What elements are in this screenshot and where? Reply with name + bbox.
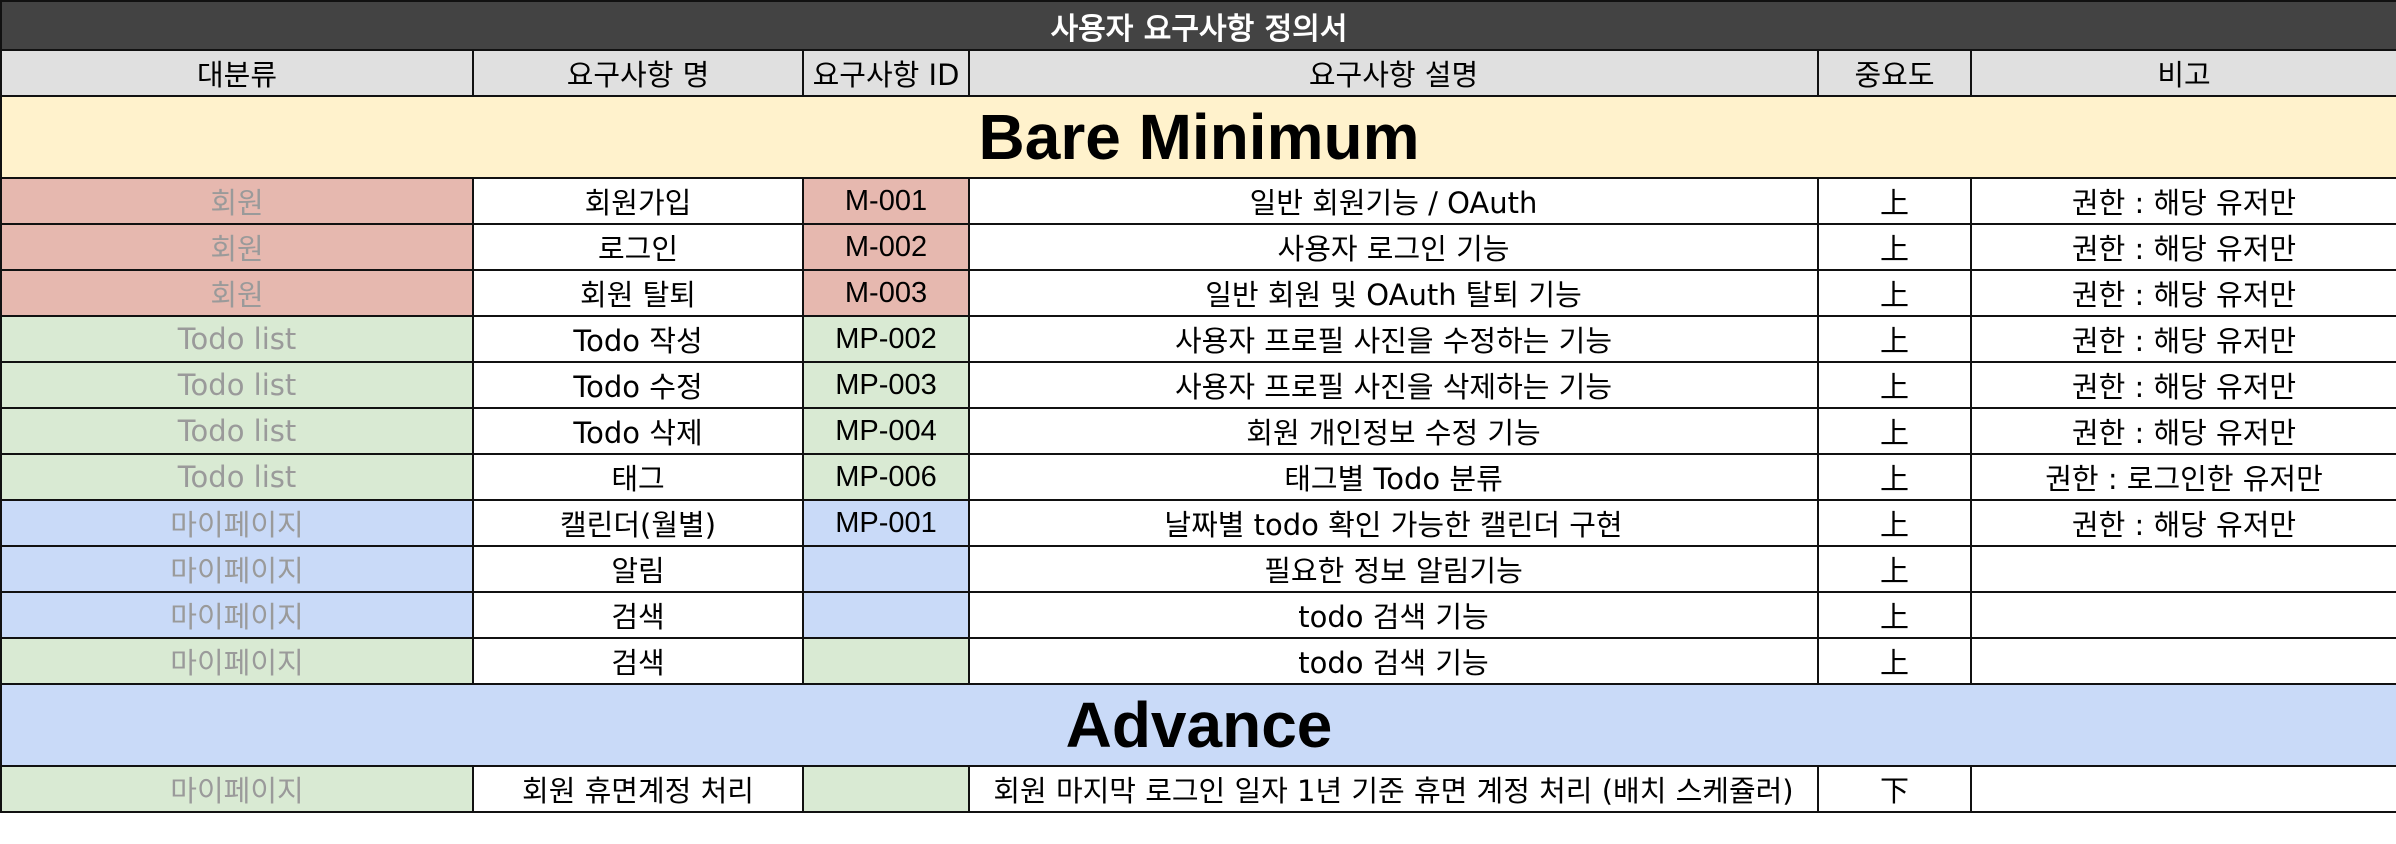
cell-note[interactable]: 권한 : 해당 유저만 [1969,269,2396,317]
cell-description[interactable]: 사용자 프로필 사진을 삭제하는 기능 [968,361,1819,409]
cell-id[interactable]: M-003 [802,269,970,317]
header-row: 대분류 요구사항 명 요구사항 ID 요구사항 설명 중요도 비고 [0,49,2396,97]
cell-category[interactable]: 마이페이지 [0,545,474,593]
cell-name[interactable]: 로그인 [472,223,804,271]
cell-category[interactable]: Todo list [0,407,474,455]
cell-id[interactable]: MP-001 [802,499,970,547]
cell-id[interactable] [802,637,970,685]
cell-category[interactable]: Todo list [0,315,474,363]
cell-id[interactable]: M-002 [802,223,970,271]
cell-priority[interactable]: 上 [1817,177,1972,225]
header-name[interactable]: 요구사항 명 [472,49,804,97]
cell-description[interactable]: 사용자 로그인 기능 [968,223,1819,271]
cell-name[interactable]: Todo 수정 [472,361,804,409]
cell-category[interactable]: 회원 [0,269,474,317]
cell-id[interactable]: M-001 [802,177,970,225]
cell-description[interactable]: 회원 개인정보 수정 기능 [968,407,1819,455]
cell-description[interactable]: 일반 회원 및 OAuth 탈퇴 기능 [968,269,1819,317]
section-row: Bare Minimum [0,95,2396,179]
cell-note[interactable]: 권한 : 해당 유저만 [1969,361,2396,409]
table-row: 회원 회원가입 M-001 일반 회원기능 / OAuth 上 권한 : 해당 유저만 [0,177,2396,225]
cell-id[interactable] [802,765,970,813]
cell-category[interactable]: Todo list [0,361,474,409]
section-title[interactable]: Bare Minimum [0,95,2396,179]
cell-note[interactable]: 권한 : 해당 유저만 [1969,407,2396,455]
table-row: Todo list 태그 MP-006 태그별 Todo 분류 上 권한 : 로그인한 유… [0,453,2396,501]
cell-id[interactable]: MP-003 [802,361,970,409]
section-title[interactable]: Advance [0,683,2396,767]
sheet-body: 사용자 요구사항 정의서 대분류 요구사항 명 요구사항 ID 요구사항 설명 … [0,0,2396,813]
cell-priority[interactable]: 上 [1817,407,1972,455]
cell-name[interactable]: 알림 [472,545,804,593]
cell-description[interactable]: todo 검색 기능 [968,637,1819,685]
cell-description[interactable]: 필요한 정보 알림기능 [968,545,1819,593]
cell-name[interactable]: Todo 삭제 [472,407,804,455]
cell-priority[interactable]: 上 [1817,499,1972,547]
cell-priority[interactable]: 上 [1817,453,1972,501]
header-note[interactable]: 비고 [1969,49,2396,97]
cell-note[interactable]: 권한 : 해당 유저만 [1969,177,2396,225]
cell-id[interactable] [802,591,970,639]
cell-category[interactable]: 회원 [0,223,474,271]
cell-description[interactable]: 일반 회원기능 / OAuth [968,177,1819,225]
title-row: 사용자 요구사항 정의서 [0,0,2396,51]
table-row: Todo list Todo 수정 MP-003 사용자 프로필 사진을 삭제하는 기… [0,361,2396,409]
cell-note[interactable]: 권한 : 해당 유저만 [1969,315,2396,363]
cell-note[interactable] [1969,637,2396,685]
cell-description[interactable]: 사용자 프로필 사진을 수정하는 기능 [968,315,1819,363]
cell-note[interactable]: 권한 : 해당 유저만 [1969,223,2396,271]
cell-note[interactable] [1969,765,2396,813]
cell-priority[interactable]: 上 [1817,361,1972,409]
cell-category[interactable]: 마이페이지 [0,765,474,813]
table-row: Todo list Todo 작성 MP-002 사용자 프로필 사진을 수정하는 기… [0,315,2396,363]
cell-priority[interactable]: 上 [1817,545,1972,593]
table-row: 마이페이지 검색 todo 검색 기능 上 [0,591,2396,639]
cell-name[interactable]: Todo 작성 [472,315,804,363]
cell-description[interactable]: todo 검색 기능 [968,591,1819,639]
cell-priority[interactable]: 上 [1817,223,1972,271]
cell-category[interactable]: 마이페이지 [0,637,474,685]
sheet-title: 사용자 요구사항 정의서 [0,0,2396,51]
cell-description[interactable]: 태그별 Todo 분류 [968,453,1819,501]
table-row: 회원 회원 탈퇴 M-003 일반 회원 및 OAuth 탈퇴 기능 上 권한 : 해당 … [0,269,2396,317]
cell-id[interactable] [802,545,970,593]
cell-priority[interactable]: 上 [1817,315,1972,363]
cell-id[interactable]: MP-006 [802,453,970,501]
header-description[interactable]: 요구사항 설명 [968,49,1819,97]
cell-note[interactable]: 권한 : 로그인한 유저만 [1969,453,2396,501]
cell-name[interactable]: 태그 [472,453,804,501]
table-row: 마이페이지 회원 휴면계정 처리 회원 마지막 로그인 일자 1년 기준 휴면 계정… [0,765,2396,813]
cell-priority[interactable]: 上 [1817,637,1972,685]
header-id[interactable]: 요구사항 ID [802,49,970,97]
section-row: Advance [0,683,2396,767]
cell-description[interactable]: 날짜별 todo 확인 가능한 캘린더 구현 [968,499,1819,547]
requirements-sheet: 사용자 요구사항 정의서 대분류 요구사항 명 요구사항 ID 요구사항 설명 … [0,0,2396,813]
cell-name[interactable]: 검색 [472,591,804,639]
cell-name[interactable]: 캘린더(월별) [472,499,804,547]
header-priority[interactable]: 중요도 [1817,49,1972,97]
cell-note[interactable] [1969,591,2396,639]
table-row: 마이페이지 캘린더(월별) MP-001 날짜별 todo 확인 가능한 캘린더 구현… [0,499,2396,547]
table-row: 마이페이지 알림 필요한 정보 알림기능 上 [0,545,2396,593]
cell-category[interactable]: 회원 [0,177,474,225]
cell-priority[interactable]: 下 [1817,765,1972,813]
cell-priority[interactable]: 上 [1817,269,1972,317]
cell-name[interactable]: 검색 [472,637,804,685]
cell-category[interactable]: Todo list [0,453,474,501]
table-row: 마이페이지 검색 todo 검색 기능 上 [0,637,2396,685]
header-category[interactable]: 대분류 [0,49,474,97]
cell-category[interactable]: 마이페이지 [0,499,474,547]
cell-description[interactable]: 회원 마지막 로그인 일자 1년 기준 휴면 계정 처리 (배치 스케쥴러) [968,765,1819,813]
cell-note[interactable] [1969,545,2396,593]
table-row: 회원 로그인 M-002 사용자 로그인 기능 上 권한 : 해당 유저만 [0,223,2396,271]
cell-name[interactable]: 회원 휴면계정 처리 [472,765,804,813]
cell-note[interactable]: 권한 : 해당 유저만 [1969,499,2396,547]
cell-category[interactable]: 마이페이지 [0,591,474,639]
cell-name[interactable]: 회원 탈퇴 [472,269,804,317]
cell-id[interactable]: MP-002 [802,315,970,363]
table-row: Todo list Todo 삭제 MP-004 회원 개인정보 수정 기능 上 권한 :… [0,407,2396,455]
cell-id[interactable]: MP-004 [802,407,970,455]
cell-name[interactable]: 회원가입 [472,177,804,225]
cell-priority[interactable]: 上 [1817,591,1972,639]
